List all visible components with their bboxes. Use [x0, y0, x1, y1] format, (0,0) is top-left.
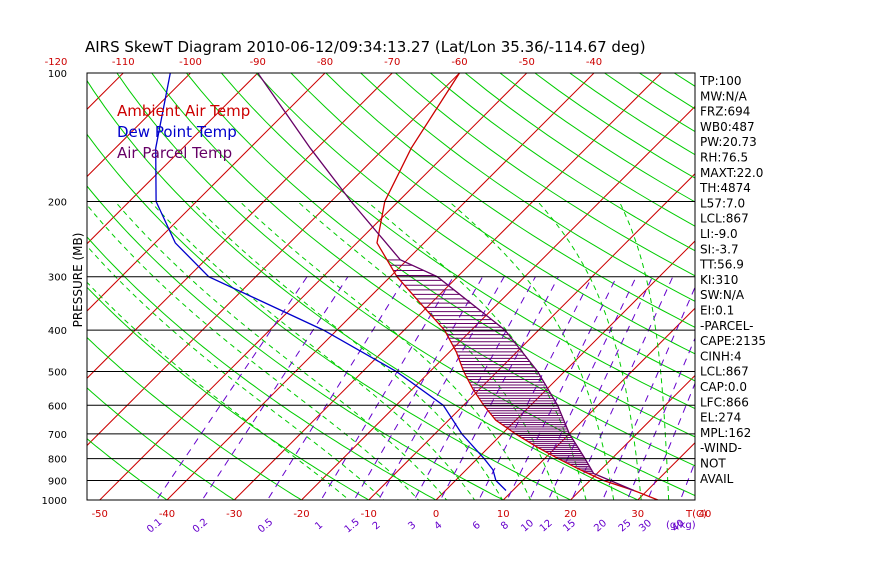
pressure-tick-label: 400 [48, 326, 67, 337]
sounding-index-label: NOT [700, 457, 726, 471]
legend-dewpoint-temp: Dew Point Temp [117, 123, 237, 141]
pressure-tick-label: 500 [48, 367, 67, 378]
legend-parcel-temp: Air Parcel Temp [117, 144, 232, 162]
dry-adiabat-line [152, 73, 794, 509]
mixing-ratio-tick-label: 0.5 [256, 517, 275, 536]
sounding-index-label: RH:76.5 [700, 151, 748, 165]
sounding-index-label: LI:-9.0 [700, 227, 738, 241]
mixing-ratio-line [544, 277, 652, 509]
sounding-index-label: -PARCEL- [700, 319, 754, 333]
sounding-index-label: LFC:866 [700, 395, 749, 409]
bottom-temp-tick-label: -50 [92, 509, 108, 520]
moist-adiabat-line [151, 202, 481, 510]
top-temp-tick-label: -120 [45, 57, 68, 68]
dry-adiabat-line [291, 73, 870, 509]
isotherm-line [840, 73, 870, 500]
mixing-ratio-tick-label: 2 [371, 520, 383, 533]
bottom-temp-tick-label: -20 [293, 509, 309, 520]
sounding-index-label: FRZ:694 [700, 105, 750, 119]
dry-adiabat-line [814, 73, 870, 509]
mixing-ratio-tick-label: 1 [313, 520, 325, 533]
top-temp-tick-label: -100 [179, 57, 202, 68]
mixing-ratio-tick-label: 6 [471, 520, 483, 533]
top-temp-tick-label: -80 [317, 57, 333, 68]
mixing-ratio-tick-label: 8 [499, 520, 511, 533]
top-temp-tick-label: -110 [112, 57, 135, 68]
sounding-index-label: TP:100 [699, 74, 742, 88]
sounding-index-label: CAPE:2135 [700, 334, 766, 348]
sounding-index-label: AVAIL [700, 472, 734, 486]
sounding-index-label: SI:-3.7 [700, 242, 739, 256]
pressure-tick-label: 900 [48, 476, 67, 487]
top-temp-tick-label: -40 [586, 57, 602, 68]
legend-ambient-temp: Ambient Air Temp [117, 102, 250, 120]
sounding-index-label: MW:N/A [700, 89, 748, 103]
sounding-index-label: EL:274 [700, 411, 741, 425]
mixing-ratio-unit: (g/kg) [666, 520, 696, 531]
isotherm-line [234, 73, 661, 500]
bottom-temp-tick-label: 0 [433, 509, 439, 520]
sounding-index-label: TT:56.9 [699, 258, 744, 272]
isotherm-line [772, 73, 870, 500]
sounding-index-label: CAP:0.0 [700, 380, 747, 394]
mixing-ratio-tick-label: 0.2 [191, 517, 210, 536]
pressure-tick-label: 600 [48, 401, 67, 412]
isotherm-line [436, 73, 863, 500]
pressure-tick-label: 700 [48, 430, 67, 441]
top-temp-tick-label: -90 [250, 57, 266, 68]
bottom-temp-tick-label: 30 [631, 509, 644, 520]
pressure-tick-label: 100 [48, 69, 67, 80]
pressure-tick-label: 300 [48, 273, 67, 284]
mixing-ratio-tick-label: 12 [538, 518, 555, 535]
bottom-temp-tick-label: -40 [159, 509, 175, 520]
top-temp-tick-label: -50 [519, 57, 535, 68]
sounding-index-label: KI:310 [700, 273, 738, 287]
mixing-ratio-tick-label: 3 [406, 520, 418, 533]
sounding-index-label: MPL:162 [700, 426, 751, 440]
sounding-index-label: -WIND- [700, 441, 742, 455]
mixing-ratio-tick-label: 1.5 [343, 517, 362, 536]
dry-adiabat-line [361, 73, 870, 509]
chart-title: AIRS SkewT Diagram 2010-06-12/09:34:13.2… [85, 38, 646, 56]
mixing-ratio-tick-label: 15 [561, 518, 578, 535]
sounding-index-label: SW:N/A [700, 288, 745, 302]
sounding-index-label: MAXT:22.0 [700, 166, 763, 180]
isotherm-line [33, 73, 460, 500]
pressure-tick-label: 800 [48, 455, 67, 466]
sounding-index-label: TH:4874 [699, 181, 751, 195]
top-temp-tick-label: -70 [384, 57, 400, 68]
mixing-ratio-tick-label: 10 [519, 518, 536, 535]
ambient-temp-line [377, 73, 658, 500]
dry-adiabat-line [848, 73, 870, 509]
sounding-index-label: CINH:4 [700, 349, 742, 363]
sounding-index-label: LCL:867 [700, 212, 749, 226]
bottom-temp-tick-label: 10 [497, 509, 510, 520]
sounding-index-label: LCL:867 [700, 365, 749, 379]
isotherm-line [302, 73, 729, 500]
moist-adiabat-line [50, 202, 393, 510]
sounding-index-label: L57:7.0 [700, 196, 745, 210]
pressure-tick-label: 200 [48, 198, 67, 209]
dry-adiabat-line [779, 73, 870, 509]
mixing-ratio-tick-label: 4 [433, 520, 445, 533]
top-temp-tick-label: -60 [451, 57, 467, 68]
mixing-ratio-tick-label: 20 [592, 518, 609, 535]
sounding-index-label: PW:20.73 [700, 135, 757, 149]
isotherm-line [503, 73, 870, 500]
dry-adiabat-line [326, 73, 870, 509]
mixing-ratio-tick-label: 25 [617, 518, 634, 535]
pressure-tick-label: 1000 [42, 496, 67, 507]
y-axis-label: PRESSURE (MB) [71, 233, 85, 328]
dry-adiabat-line [396, 73, 870, 509]
dry-adiabat-line [744, 73, 870, 509]
bottom-temp-tick-label: -10 [361, 509, 377, 520]
t-unit-label: T(C) [685, 509, 707, 520]
sounding-index-label: EI:0.1 [700, 304, 734, 318]
bottom-temp-tick-label: -30 [226, 509, 242, 520]
sounding-index-label: WB0:487 [700, 120, 755, 134]
mixing-ratio-tick-label: 30 [637, 518, 654, 535]
